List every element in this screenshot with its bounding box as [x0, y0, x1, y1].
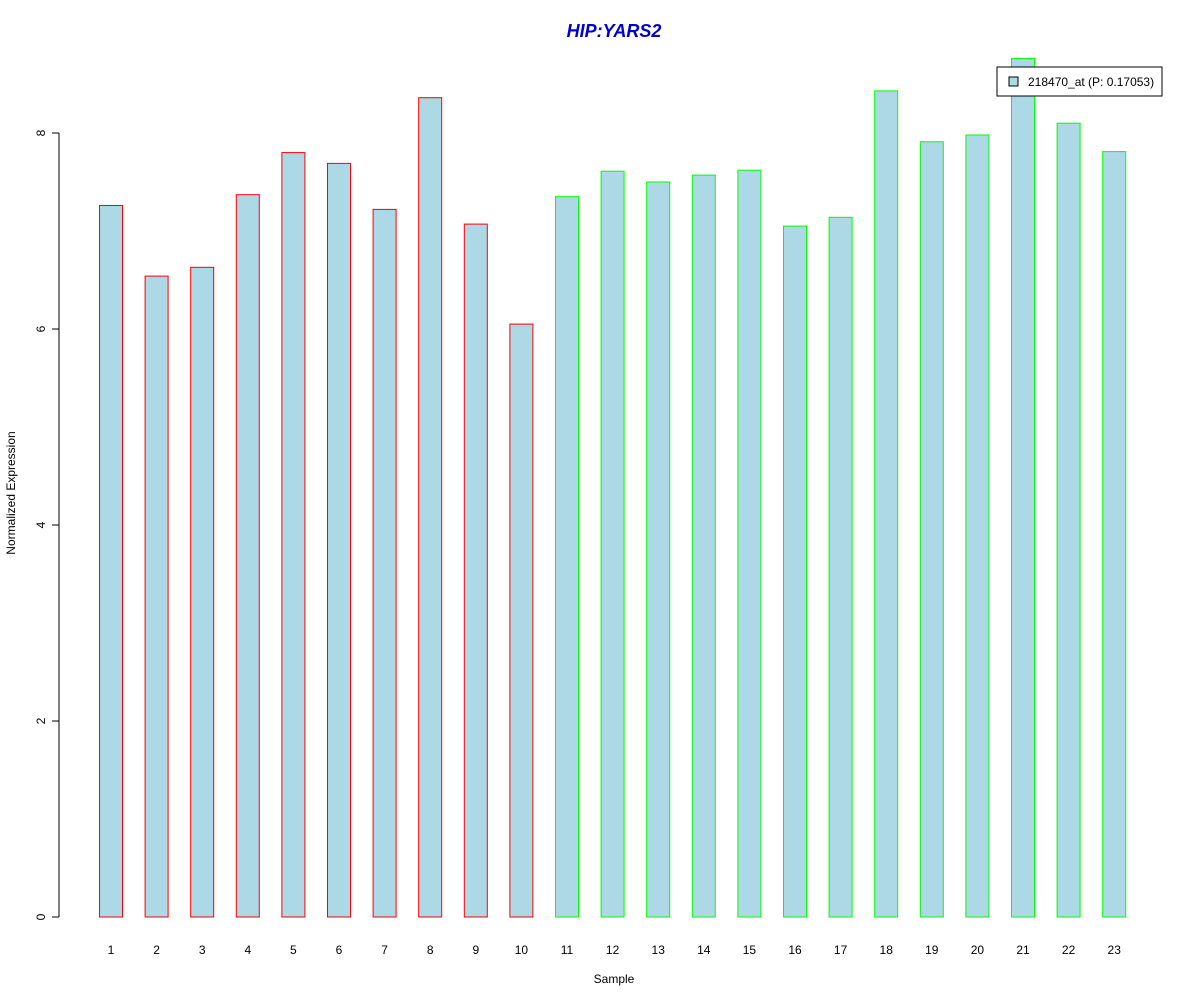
bar-sample-16: [783, 225, 807, 918]
y-tick-label: 4: [34, 521, 48, 528]
x-tick-label: 2: [153, 943, 160, 957]
y-tick-label: 8: [34, 129, 48, 136]
bar-sample-15: [737, 169, 762, 918]
legend-box: [996, 66, 1163, 97]
x-tick-label: 4: [244, 943, 251, 957]
legend-label: 218470_at (P: 0.17053): [1028, 75, 1154, 89]
x-tick-labels: 1 2 3 4 5 6 7 8 9 10 11 12 13 14 15 16 17 18 19 20 21 22 23: [108, 943, 1122, 957]
x-tick-label: 9: [472, 943, 479, 957]
x-tick-label: 13: [652, 943, 666, 957]
bar-sample-19: [919, 141, 944, 918]
bar-sample-3: [190, 266, 215, 918]
bar-sample-4: [235, 194, 260, 918]
x-tick-label: 16: [788, 943, 802, 957]
bar-sample-17: [828, 216, 853, 918]
bar-sample-18: [874, 90, 899, 918]
bar-sample-6: [327, 162, 351, 918]
bar-sample-9: [463, 223, 488, 918]
x-tick-label: 14: [697, 943, 711, 957]
y-axis: 0 2 4 6 8: [34, 129, 60, 920]
x-axis-label: Sample: [594, 972, 635, 986]
bar-sample-2: [144, 275, 169, 918]
bar-sample-21: [1011, 58, 1035, 918]
y-tick-label: 6: [34, 325, 48, 332]
bar-sample-8: [418, 97, 443, 918]
x-tick-label: 21: [1016, 943, 1030, 957]
bar-sample-14: [691, 174, 716, 918]
y-axis-label: Normalized Expression: [4, 431, 18, 554]
legend-swatch: [1008, 76, 1019, 87]
x-tick-label: 8: [427, 943, 434, 957]
bars-group: [99, 58, 1127, 918]
x-tick-label: 7: [381, 943, 388, 957]
x-tick-label: 15: [743, 943, 757, 957]
x-tick-label: 6: [336, 943, 343, 957]
x-tick-label: 20: [971, 943, 985, 957]
x-tick-label: 10: [515, 943, 529, 957]
bar-sample-20: [965, 134, 990, 918]
bar-sample-12: [600, 170, 625, 918]
bar-sample-22: [1056, 122, 1081, 918]
x-tick-label: 22: [1062, 943, 1076, 957]
x-tick-label: 18: [880, 943, 894, 957]
x-tick-label: 1: [108, 943, 115, 957]
bar-sample-1: [99, 205, 123, 918]
y-tick-label: 2: [34, 717, 48, 724]
chart-title: HIP:YARS2: [567, 21, 662, 41]
x-tick-label: 5: [290, 943, 297, 957]
x-tick-label: 12: [606, 943, 620, 957]
bar-sample-5: [281, 152, 306, 918]
legend: 218470_at (P: 0.17053): [996, 66, 1163, 97]
bar-sample-10: [509, 323, 534, 918]
y-tick-label: 0: [34, 913, 48, 920]
x-tick-label: 23: [1108, 943, 1122, 957]
bar-sample-7: [372, 208, 397, 918]
x-tick-label: 11: [561, 943, 574, 957]
x-tick-label: 3: [199, 943, 206, 957]
x-tick-label: 17: [834, 943, 848, 957]
x-tick-label: 19: [925, 943, 939, 957]
bar-sample-11: [555, 196, 579, 918]
bar-sample-13: [646, 181, 671, 918]
bar-sample-23: [1102, 151, 1127, 918]
